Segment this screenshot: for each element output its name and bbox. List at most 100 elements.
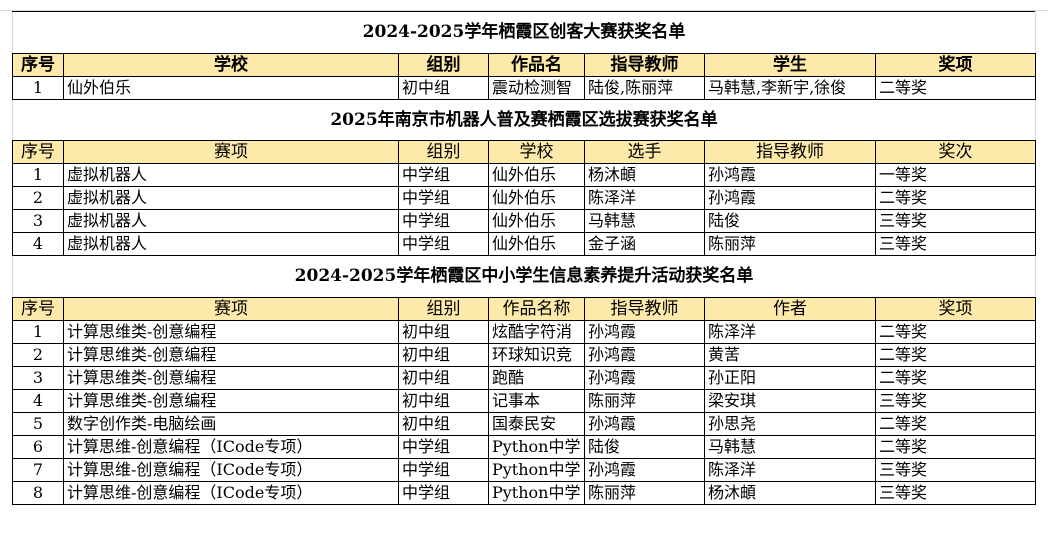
table3-header-cell[interactable]: 作者: [704, 297, 876, 321]
table1-header-cell[interactable]: 奖项: [875, 53, 1036, 77]
table2-header-cell[interactable]: 奖次: [875, 140, 1036, 164]
table3-cell[interactable]: 梁安琪: [704, 389, 876, 413]
table3-cell[interactable]: 初中组: [398, 320, 489, 344]
table3-cell[interactable]: 杨沐頔: [704, 481, 876, 505]
table2-cell[interactable]: 孙鸿霞: [704, 186, 876, 210]
table2-cell[interactable]: 虚拟机器人: [63, 163, 399, 187]
table2-cell[interactable]: 仙外伯乐: [488, 163, 585, 187]
table3-cell[interactable]: 初中组: [398, 366, 489, 390]
table3-header-cell[interactable]: 组别: [398, 297, 489, 321]
table2-cell[interactable]: 陈泽洋: [584, 186, 705, 210]
table3-cell[interactable]: 7: [12, 458, 64, 482]
table3-cell[interactable]: 5: [12, 412, 64, 436]
table3-cell[interactable]: 陈丽萍: [584, 389, 705, 413]
table2-cell[interactable]: 2: [12, 186, 64, 210]
table3-cell[interactable]: 二等奖: [875, 366, 1036, 390]
table3-cell[interactable]: 三等奖: [875, 389, 1036, 413]
table3-cell[interactable]: 孙鸿霞: [584, 412, 705, 436]
table3-cell[interactable]: Python中学: [488, 481, 585, 505]
table3-title[interactable]: 2024-2025学年栖霞区中小学生信息素养提升活动获奖名单: [12, 255, 1036, 298]
table1-header-cell[interactable]: 指导教师: [584, 53, 705, 77]
table3-cell[interactable]: 三等奖: [875, 481, 1036, 505]
table3-cell[interactable]: 孙鸿霞: [584, 343, 705, 367]
table3-cell[interactable]: 初中组: [398, 389, 489, 413]
table1-title[interactable]: 2024-2025学年栖霞区创客大赛获奖名单: [12, 11, 1036, 54]
table2-cell[interactable]: 仙外伯乐: [488, 209, 585, 233]
table1-cell[interactable]: 马韩慧,李新宇,徐俊: [704, 76, 876, 100]
table3-cell[interactable]: Python中学: [488, 435, 585, 459]
table3-cell[interactable]: 二等奖: [875, 412, 1036, 436]
table2-title[interactable]: 2025年南京市机器人普及赛栖霞区选拔赛获奖名单: [12, 99, 1036, 141]
table3-cell[interactable]: 陈泽洋: [704, 320, 876, 344]
table3-header-cell[interactable]: 作品名称: [488, 297, 585, 321]
table2-cell[interactable]: 3: [12, 209, 64, 233]
table3-cell[interactable]: 初中组: [398, 343, 489, 367]
table3-cell[interactable]: 二等奖: [875, 320, 1036, 344]
table2-header-cell[interactable]: 选手: [584, 140, 705, 164]
table1-header-cell[interactable]: 组别: [398, 53, 489, 77]
table3-cell[interactable]: 计算思维类-创意编程: [63, 366, 399, 390]
table2-cell[interactable]: 马韩慧: [584, 209, 705, 233]
table3-cell[interactable]: 孙鸿霞: [584, 458, 705, 482]
table2-cell[interactable]: 二等奖: [875, 186, 1036, 210]
table3-cell[interactable]: 初中组: [398, 412, 489, 436]
table2-cell[interactable]: 杨沐頔: [584, 163, 705, 187]
table2-cell[interactable]: 一等奖: [875, 163, 1036, 187]
table3-cell[interactable]: 1: [12, 320, 64, 344]
table3-cell[interactable]: 三等奖: [875, 458, 1036, 482]
table1-cell[interactable]: 震动检测智: [488, 76, 585, 100]
table2-header-cell[interactable]: 序号: [12, 140, 64, 164]
table2-cell[interactable]: 仙外伯乐: [488, 232, 585, 256]
table3-cell[interactable]: 马韩慧: [704, 435, 876, 459]
table3-header-cell[interactable]: 序号: [12, 297, 64, 321]
table1-cell[interactable]: 仙外伯乐: [63, 76, 399, 100]
table3-cell[interactable]: 记事本: [488, 389, 585, 413]
table3-header-cell[interactable]: 奖项: [875, 297, 1036, 321]
table2-cell[interactable]: 中学组: [398, 232, 489, 256]
table3-cell[interactable]: 中学组: [398, 458, 489, 482]
table3-cell[interactable]: 中学组: [398, 481, 489, 505]
table1-cell[interactable]: 二等奖: [875, 76, 1036, 100]
table3-cell[interactable]: 陈泽洋: [704, 458, 876, 482]
table3-header-cell[interactable]: 指导教师: [584, 297, 705, 321]
table2-cell[interactable]: 虚拟机器人: [63, 232, 399, 256]
table1-header-cell[interactable]: 作品名: [488, 53, 585, 77]
table3-cell[interactable]: 陈丽萍: [584, 481, 705, 505]
table1-header-cell[interactable]: 学校: [63, 53, 399, 77]
table2-cell[interactable]: 1: [12, 163, 64, 187]
table2-header-cell[interactable]: 组别: [398, 140, 489, 164]
table1-cell[interactable]: 初中组: [398, 76, 489, 100]
table1-cell[interactable]: 陆俊,陈丽萍: [584, 76, 705, 100]
table3-cell[interactable]: 二等奖: [875, 435, 1036, 459]
table2-cell[interactable]: 中学组: [398, 209, 489, 233]
table3-cell[interactable]: 6: [12, 435, 64, 459]
table2-header-cell[interactable]: 赛项: [63, 140, 399, 164]
table3-cell[interactable]: 计算思维类-创意编程: [63, 343, 399, 367]
table3-cell[interactable]: 二等奖: [875, 343, 1036, 367]
table3-cell[interactable]: 陆俊: [584, 435, 705, 459]
table2-header-cell[interactable]: 指导教师: [704, 140, 876, 164]
table3-cell[interactable]: 环球知识竞: [488, 343, 585, 367]
table2-cell[interactable]: 金子涵: [584, 232, 705, 256]
table3-cell[interactable]: 4: [12, 389, 64, 413]
table3-cell[interactable]: 国泰民安: [488, 412, 585, 436]
table3-cell[interactable]: 孙思尧: [704, 412, 876, 436]
table2-header-cell[interactable]: 学校: [488, 140, 585, 164]
table3-cell[interactable]: Python中学: [488, 458, 585, 482]
table3-cell[interactable]: 炫酷字符消: [488, 320, 585, 344]
table3-cell[interactable]: 计算思维-创意编程（ICode专项）: [63, 435, 399, 459]
table1-header-cell[interactable]: 学生: [704, 53, 876, 77]
table2-cell[interactable]: 虚拟机器人: [63, 186, 399, 210]
table3-cell[interactable]: 中学组: [398, 435, 489, 459]
table3-cell[interactable]: 孙鸿霞: [584, 320, 705, 344]
table3-cell[interactable]: 计算思维-创意编程（ICode专项）: [63, 481, 399, 505]
table3-header-cell[interactable]: 赛项: [63, 297, 399, 321]
table3-cell[interactable]: 数字创作类-电脑绘画: [63, 412, 399, 436]
table2-cell[interactable]: 4: [12, 232, 64, 256]
table2-cell[interactable]: 虚拟机器人: [63, 209, 399, 233]
table3-cell[interactable]: 3: [12, 366, 64, 390]
table2-cell[interactable]: 孙鸿霞: [704, 163, 876, 187]
table2-cell[interactable]: 陈丽萍: [704, 232, 876, 256]
table1-cell[interactable]: 1: [12, 76, 64, 100]
table2-cell[interactable]: 中学组: [398, 163, 489, 187]
